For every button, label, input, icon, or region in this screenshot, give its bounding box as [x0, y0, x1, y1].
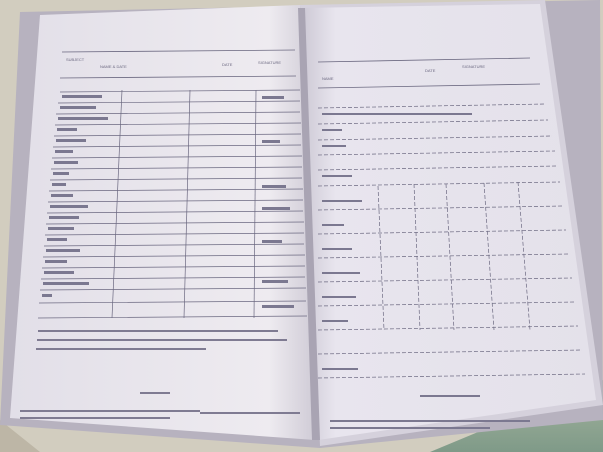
left-table: [37, 89, 308, 319]
left-row-labels: [42, 95, 294, 308]
right-header-label: NAME: [322, 76, 334, 81]
right-header-signature: SIGNATURE: [462, 64, 485, 69]
right-header-date: DATE: [425, 68, 436, 73]
left-header: SUBJECT NAME & DATE DATE SIGNATURE: [59, 49, 297, 79]
left-header-signature: SIGNATURE: [258, 60, 281, 65]
left-header-date: DATE: [222, 62, 233, 67]
spine: [298, 8, 320, 440]
left-footnotes: [20, 330, 300, 419]
right-labels: [322, 113, 530, 429]
right-header: NAME DATE SIGNATURE: [317, 57, 541, 89]
right-lines: [317, 103, 586, 379]
left-header-sub: NAME & DATE: [100, 64, 127, 69]
left-header-label: SUBJECT: [66, 57, 85, 62]
